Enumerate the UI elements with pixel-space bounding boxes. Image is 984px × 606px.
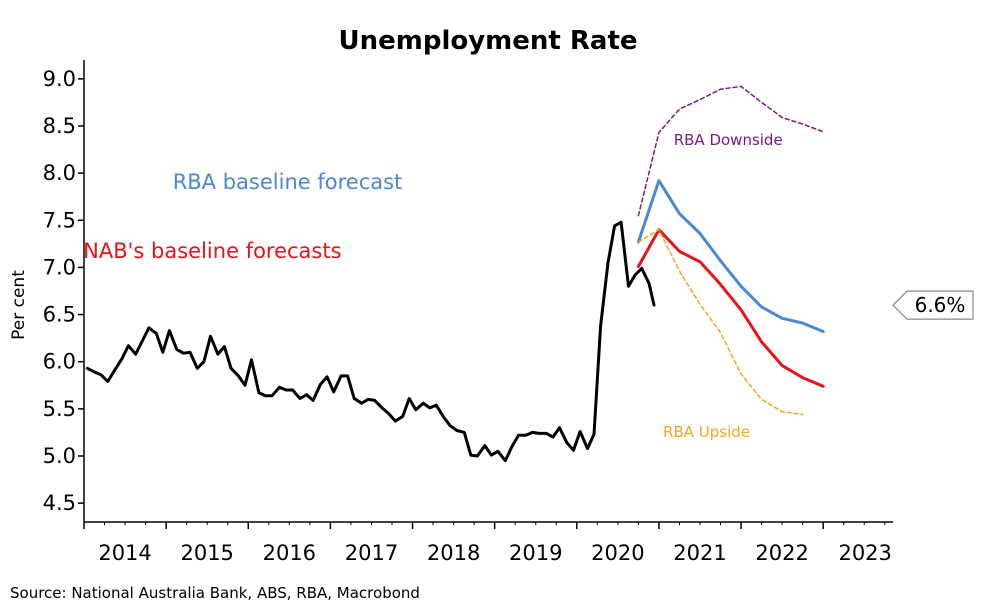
annotation-rba_upside: RBA Upside [663,423,750,441]
series-line-rba_baseline [636,179,825,333]
x-tick-label: 2018 [427,541,480,565]
series-line-rba_upside [637,228,804,416]
y-axis-label: Per cent [9,270,29,340]
last-value-tag: 6.6% [915,293,966,317]
x-tick-label: 2017 [345,541,398,565]
y-tick-label: 5.0 [43,444,76,468]
y-tick-label: 9.0 [43,67,76,91]
series-line-nab [636,228,825,388]
last-value-tag-box [892,290,974,320]
x-tick-label: 2019 [509,541,562,565]
y-tick-label: 7.5 [43,208,76,232]
series-line-rba_downside [637,85,824,217]
y-tick-label: 6.5 [43,303,76,327]
annotation-rba_baseline: RBA baseline forecast [173,170,403,194]
y-tick-label: 6.0 [43,350,76,374]
x-tick-label: 2016 [263,541,316,565]
x-tick-label: 2022 [755,541,808,565]
x-tick-label: 2023 [838,541,891,565]
x-tick-label: 2015 [180,541,233,565]
x-tick-label: 2014 [98,541,151,565]
annotation-rba_downside: RBA Downside [674,131,783,149]
series-layer [85,85,825,463]
x-tick-label: 2020 [591,541,644,565]
x-tick-label: 2021 [673,541,726,565]
y-tick-label: 8.5 [43,114,76,138]
annotation-layer: RBA baseline forecast NAB's baseline fore… [83,131,783,441]
y-tick-label: 8.0 [43,161,76,185]
chart-title: Unemployment Rate [338,26,637,56]
y-tick-label: 4.5 [43,491,76,515]
series-line-actual [85,220,656,463]
y-tick-label: 7.0 [43,255,76,279]
last-value-tag-group: 6.6% [892,290,974,320]
source-note: Source: National Australia Bank, ABS, RB… [10,584,420,602]
axes: 4.5 5.0 5.5 6.0 6.5 7.0 7.5 8.0 8.5 9.0 2014 2015 20… [43,60,893,565]
y-tick-label: 5.5 [43,397,76,421]
annotation-nab: NAB's baseline forecasts [83,239,341,263]
